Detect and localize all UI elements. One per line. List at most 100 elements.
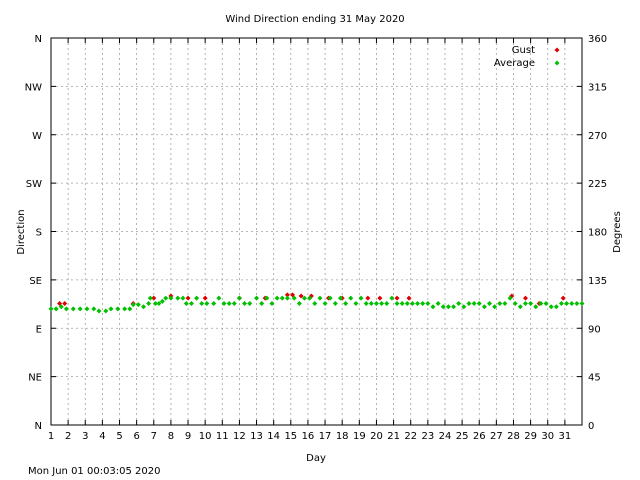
data-point (389, 295, 395, 301)
chart-title: Wind Direction ending 31 May 2020 (225, 14, 404, 25)
data-point (242, 301, 248, 307)
data-point (163, 295, 169, 301)
data-point (168, 295, 174, 301)
data-point (466, 301, 472, 307)
y-tick-label-right: 45 (588, 373, 601, 384)
data-point (152, 301, 158, 307)
data-point (406, 295, 412, 301)
data-point (211, 301, 217, 307)
data-point (579, 301, 585, 307)
data-point (368, 301, 374, 307)
data-point (96, 308, 102, 314)
chart-legend: Gust Average (494, 45, 560, 69)
x-tick-label: 24 (439, 431, 452, 442)
y-tick-label-left: N (35, 421, 42, 432)
y-tick-label-left: SW (26, 179, 42, 190)
data-point (533, 304, 539, 310)
x-tick-label: 28 (507, 431, 520, 442)
data-point (108, 306, 114, 312)
data-point (373, 301, 379, 307)
y-axis-label-right: Degrees (612, 211, 623, 253)
data-points (48, 292, 585, 314)
data-point (497, 301, 503, 307)
data-point (574, 301, 580, 307)
y-tick-label-left: S (36, 228, 42, 239)
data-point (507, 295, 513, 301)
legend-marker (554, 47, 560, 53)
data-point (279, 295, 285, 301)
chart-grid (51, 38, 582, 425)
data-point (558, 301, 564, 307)
x-tick-label: 8 (168, 431, 174, 442)
data-point (528, 301, 534, 307)
x-tick-label: 7 (151, 431, 157, 442)
data-point (62, 301, 68, 307)
data-point (146, 301, 152, 307)
data-point (247, 301, 253, 307)
data-point (175, 295, 181, 301)
x-tick-label: 29 (524, 431, 537, 442)
data-point (332, 301, 338, 307)
data-point (156, 301, 162, 307)
x-tick-label: 30 (541, 431, 554, 442)
x-tick-label: 2 (65, 431, 71, 442)
data-point (512, 301, 518, 307)
data-point (216, 295, 222, 301)
legend-label: Gust (512, 45, 535, 56)
y-tick-label-right: 135 (588, 276, 607, 287)
data-point (122, 306, 128, 312)
data-point (180, 295, 186, 301)
x-tick-label: 15 (284, 431, 297, 442)
data-point (103, 308, 109, 314)
data-point (226, 301, 232, 307)
footer-timestamp: Mon Jun 01 00:03:05 2020 (28, 466, 161, 477)
y-axis-left: N NE E SE S SW W NW N (25, 34, 56, 432)
y-tick-label-right: 360 (588, 34, 607, 45)
y-axis-right: 0 45 90 135 180 225 270 315 360 (577, 34, 607, 432)
data-point (327, 295, 333, 301)
y-tick-label-right: 315 (588, 82, 607, 93)
y-tick-label-right: 0 (588, 421, 594, 432)
data-point (58, 304, 64, 310)
data-point (312, 301, 318, 307)
x-tick-label: 11 (216, 431, 229, 442)
y-tick-label-left: NE (28, 373, 42, 384)
data-point (502, 301, 508, 307)
data-point (363, 301, 369, 307)
data-point (481, 304, 487, 310)
data-point (135, 302, 141, 308)
x-tick-label: 26 (473, 431, 486, 442)
data-point (317, 295, 323, 301)
data-point (456, 301, 462, 307)
data-point (343, 301, 349, 307)
data-point (471, 301, 477, 307)
data-point (399, 301, 405, 307)
data-point (298, 293, 304, 299)
data-point (183, 301, 189, 307)
data-point (404, 301, 410, 307)
x-tick-label: 23 (421, 431, 434, 442)
data-point (365, 295, 371, 301)
data-point (91, 306, 97, 312)
data-point (560, 295, 566, 301)
x-tick-label: 16 (302, 431, 315, 442)
x-axis-label: Day (306, 453, 326, 464)
x-tick-label: 31 (559, 431, 572, 442)
data-point (259, 301, 265, 307)
data-point (358, 295, 364, 301)
data-point (53, 306, 59, 312)
data-point (307, 295, 313, 301)
data-point (151, 295, 157, 301)
data-point (296, 301, 302, 307)
x-tick-label: 9 (185, 431, 191, 442)
data-point (353, 301, 359, 307)
y-tick-label-right: 90 (588, 324, 601, 335)
data-point (231, 301, 237, 307)
x-tick-label: 10 (199, 431, 212, 442)
data-point (204, 301, 210, 307)
data-point (394, 295, 400, 301)
data-point (420, 301, 426, 307)
data-point (202, 295, 208, 301)
data-point (377, 295, 383, 301)
x-tick-label: 6 (133, 431, 139, 442)
